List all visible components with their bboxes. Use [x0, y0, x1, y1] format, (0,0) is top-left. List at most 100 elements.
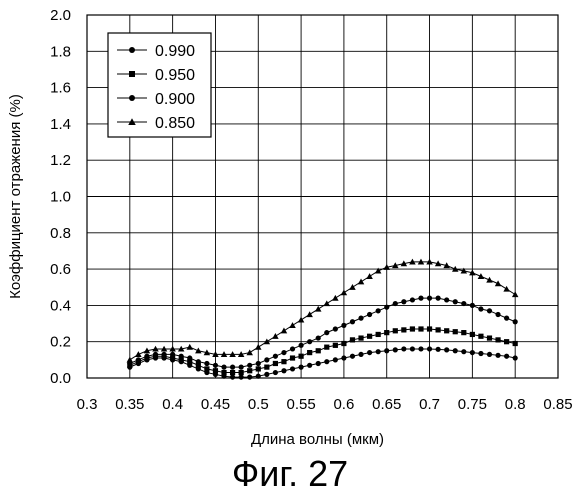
x-tick-label: 0.7 [419, 396, 440, 413]
data-point [436, 296, 441, 301]
data-point [306, 311, 313, 317]
x-tick-label: 0.5 [248, 396, 269, 413]
data-point [410, 326, 415, 331]
series-0.990 [127, 346, 518, 379]
y-tick-label: 1.6 [50, 80, 71, 97]
x-tick-label: 0.4 [162, 396, 183, 413]
data-point [333, 357, 338, 362]
data-point [504, 354, 509, 359]
data-point [221, 365, 226, 370]
data-point [487, 308, 492, 313]
x-tick-label: 0.8 [505, 396, 526, 413]
data-point [512, 291, 519, 297]
y-tick-label: 1.4 [50, 116, 71, 133]
data-point [401, 346, 406, 351]
series-0.850 [127, 259, 519, 363]
data-point [247, 363, 252, 368]
data-point [307, 363, 312, 368]
data-point [273, 361, 278, 366]
y-tick-label: 1.8 [50, 43, 71, 60]
data-point [427, 346, 432, 351]
data-point [366, 273, 373, 279]
data-point [478, 306, 483, 311]
y-tick-label: 0.2 [50, 334, 71, 351]
data-point [367, 334, 372, 339]
data-point [401, 327, 406, 332]
data-point [350, 337, 355, 342]
data-point [410, 297, 415, 302]
data-point [358, 316, 363, 321]
data-point [204, 361, 209, 366]
data-point [487, 352, 492, 357]
data-point [213, 368, 218, 373]
data-point [144, 354, 149, 359]
data-point [256, 361, 261, 366]
data-point [495, 280, 502, 286]
legend-marker [129, 95, 135, 101]
data-point [436, 347, 441, 352]
data-point [272, 333, 279, 339]
legend: 0.9900.9500.9000.850 [108, 33, 211, 137]
data-point [358, 279, 365, 285]
data-point [444, 328, 449, 333]
data-point [393, 301, 398, 306]
data-point [255, 344, 262, 350]
data-point [281, 359, 286, 364]
data-point [384, 348, 389, 353]
data-point [273, 354, 278, 359]
data-point [161, 352, 166, 357]
x-tick-labels: 0.30.350.40.450.50.550.60.650.70.750.80.… [77, 396, 573, 413]
data-point [264, 365, 269, 370]
x-tick-label: 0.85 [543, 396, 572, 413]
data-point [504, 316, 509, 321]
data-point [247, 374, 252, 379]
data-point [393, 347, 398, 352]
data-point [461, 330, 466, 335]
data-point [470, 303, 475, 308]
data-point [478, 334, 483, 339]
data-point [324, 300, 331, 306]
data-point [324, 345, 329, 350]
data-point [187, 355, 192, 360]
data-point [239, 374, 244, 379]
data-point [264, 357, 269, 362]
data-point [332, 295, 339, 301]
data-point [503, 286, 510, 292]
data-point [196, 359, 201, 364]
data-point [136, 357, 141, 362]
data-point [298, 354, 303, 359]
data-point [289, 322, 296, 328]
reflectance-chart: 0.30.350.40.450.50.550.60.650.70.750.80.… [0, 0, 580, 455]
data-point [230, 374, 235, 379]
data-point [384, 330, 389, 335]
x-tick-label: 0.55 [286, 396, 315, 413]
data-point [341, 355, 346, 360]
data-point [444, 347, 449, 352]
y-tick-label: 0.4 [50, 297, 71, 314]
legend-label: 0.900 [155, 91, 195, 108]
x-tick-label: 0.35 [115, 396, 144, 413]
data-point [341, 341, 346, 346]
data-point [273, 370, 278, 375]
y-tick-label: 0.6 [50, 261, 71, 278]
data-point [461, 349, 466, 354]
data-point [298, 317, 305, 323]
data-point [513, 341, 518, 346]
data-point [230, 370, 235, 375]
data-point [513, 355, 518, 360]
data-point [316, 348, 321, 353]
data-point [281, 350, 286, 355]
data-point [221, 370, 226, 375]
data-point [179, 354, 184, 359]
data-point [307, 350, 312, 355]
data-point [495, 312, 500, 317]
data-point [239, 365, 244, 370]
data-point [393, 328, 398, 333]
y-tick-labels: 0.00.20.40.60.81.01.21.41.61.82.0 [50, 7, 71, 387]
legend-label: 0.850 [155, 115, 195, 132]
data-point [418, 346, 423, 351]
data-point [316, 335, 321, 340]
legend-label: 0.950 [155, 67, 195, 84]
data-point [256, 366, 261, 371]
data-point [358, 352, 363, 357]
